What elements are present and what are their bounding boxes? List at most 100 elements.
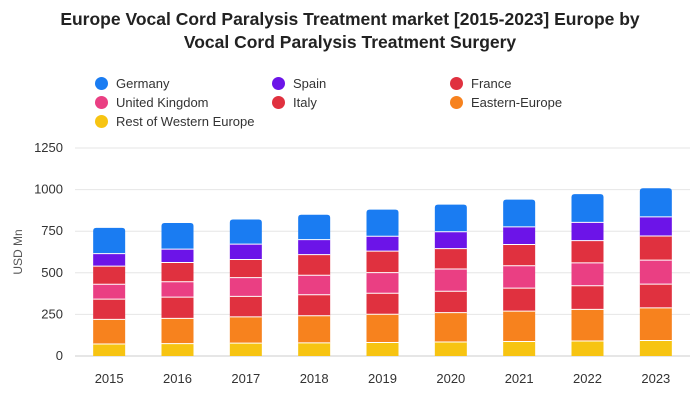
bar-segment [93,284,126,300]
bar-segment [161,297,194,319]
bar-segment [639,216,672,237]
bar-segment [161,249,194,263]
chart-legend: Germany Spain France United Kingdom Ital… [0,0,700,140]
bar-segment [503,341,536,356]
legend-label-eastern-europe: Eastern-Europe [471,95,563,110]
bar-segment [366,251,399,273]
bar-segment [161,262,194,282]
bar-segment [229,277,262,297]
x-tick-label: 2023 [641,371,670,386]
legend-label-italy: Italy [293,95,317,110]
bar-segment [229,343,262,356]
y-axis-label: USD Mn [11,229,25,274]
bar-segment [434,248,467,269]
bar-segment [434,231,467,249]
bar-segment [298,315,331,343]
bar-segment [93,299,126,320]
bar-segment [229,259,262,278]
legend-item-italy[interactable]: Italy [272,95,317,110]
legend-label-united-kingdom: United Kingdom [116,95,209,110]
bar-segment [571,285,604,310]
bar-segment [571,222,604,241]
legend-label-spain: Spain [293,76,327,91]
bar-segment [366,342,399,356]
x-tick-label: 2019 [368,371,397,386]
y-tick-label: 1250 [34,140,63,155]
bar-segment [434,342,467,356]
bar-segment [639,260,672,285]
legend-item-eastern-europe[interactable]: Eastern-Europe [450,95,562,110]
legend-swatch-germany [95,77,108,90]
bar-segment [229,244,262,260]
y-tick-label: 500 [41,265,63,280]
bar-segment [161,343,194,356]
bar-segment [434,204,467,232]
legend-swatch-rest-of-western-europe [95,115,108,128]
x-tick-label: 2018 [300,371,329,386]
bar-segment [298,239,331,255]
bar-segment [366,209,399,237]
y-tick-label: 750 [41,223,63,238]
legend-item-germany[interactable]: Germany [95,76,169,91]
legend-swatch-united-kingdom [95,96,108,109]
bar-segment [298,275,331,295]
chart-title-line-2: Vocal Cord Paralysis Treatment Surgery [183,32,517,52]
bar-segment [434,268,467,292]
bar-segment [298,254,331,276]
y-tick-label: 1000 [34,182,63,197]
bar-segment [161,223,194,250]
x-tick-label: 2022 [573,371,602,386]
bar-segment [229,296,262,317]
legend-swatch-italy [272,96,285,109]
bar-segment [229,219,262,245]
legend-label-germany: Germany [116,76,170,91]
bar-segment [639,340,672,356]
legend-swatch-eastern-europe [450,96,463,109]
bar-segment [93,319,126,345]
bar-segment [298,214,331,240]
bar-segment [93,344,126,356]
bar-segment [298,342,331,356]
bar-segment [503,199,536,227]
bar-segment [503,244,536,266]
chart-title: Europe Vocal Cord Paralysis Treatment ma… [0,8,700,54]
legend-item-spain[interactable]: Spain [272,76,326,91]
bar-segment [366,314,399,343]
bar-segment [434,291,467,313]
bar-segment [503,265,536,289]
bar-segment [639,188,672,217]
x-tick-label: 2015 [95,371,124,386]
x-tick-label: 2020 [436,371,465,386]
bar-segment [639,307,672,341]
bar-segment [503,226,536,245]
bar-segment [161,281,194,298]
bar-segment [503,288,536,312]
bar-segment [161,318,194,344]
bar-segment [366,272,399,294]
chart-title-line-1: Europe Vocal Cord Paralysis Treatment ma… [60,9,640,29]
bar-segment [571,262,604,286]
bar-segment [434,312,467,343]
bar-segment [298,294,331,316]
x-tick-label: 2016 [163,371,192,386]
bar-segment [571,194,604,223]
bar-segment [639,236,672,261]
legend-swatch-spain [272,77,285,90]
legend-item-france[interactable]: France [450,76,511,91]
bar-segment [366,293,399,315]
bar-segment [571,309,604,342]
bar-segment [366,236,399,252]
bar-segment [639,284,672,308]
bar-segment [503,311,536,342]
legend-item-united-kingdom[interactable]: United Kingdom [95,95,209,110]
y-tick-label: 0 [56,348,63,363]
legend-item-rest-of-western-europe[interactable]: Rest of Western Europe [95,114,255,129]
legend-swatch-france [450,77,463,90]
bar-segment [571,240,604,263]
x-tick-label: 2017 [231,371,260,386]
bar-segment [229,316,262,344]
bar-segment [93,266,126,285]
legend-label-france: France [471,76,512,91]
x-tick-label: 2021 [505,371,534,386]
